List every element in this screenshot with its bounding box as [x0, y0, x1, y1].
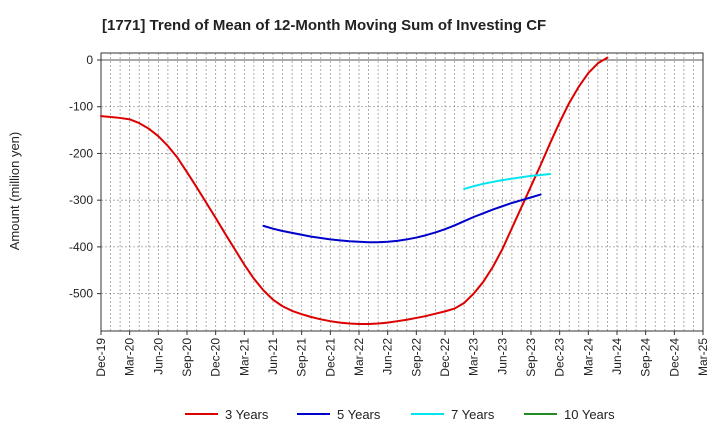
y-tick-label: 0 [86, 53, 93, 67]
y-axis-label: Amount (million yen) [7, 132, 22, 251]
x-tick-label: Dec-21 [323, 338, 337, 377]
x-tick-label: Mar-21 [237, 338, 251, 376]
x-tick-label: Mar-20 [123, 338, 137, 376]
series-layer [100, 56, 609, 325]
legend-label: 10 Years [564, 407, 615, 422]
y-tick-label: -500 [69, 287, 93, 301]
y-tick-label: -100 [69, 100, 93, 114]
x-tick-label: Dec-22 [438, 338, 452, 377]
x-tick-label: Mar-25 [696, 338, 710, 376]
grid-layer [101, 53, 703, 331]
x-tick-label: Dec-23 [553, 338, 567, 377]
x-tick-label: Dec-24 [667, 338, 681, 377]
plot-frame [100, 52, 704, 332]
series-line-5-years [262, 193, 542, 244]
legend-label: 5 Years [337, 407, 381, 422]
chart-title: [1771] Trend of Mean of 12-Month Moving … [102, 17, 546, 34]
legend: 3 Years 5 Years 7 Years 10 Years [185, 407, 615, 422]
series-line-3-years [100, 56, 609, 325]
legend-label: 7 Years [451, 407, 495, 422]
x-tick-label: Mar-24 [581, 338, 595, 376]
x-tick-label: Sep-22 [409, 338, 423, 377]
x-tick-label: Dec-19 [94, 338, 108, 377]
y-tick-label: -400 [69, 240, 93, 254]
x-tick-label: Sep-24 [639, 338, 653, 377]
legend-label: 3 Years [225, 407, 269, 422]
x-tick-label: Sep-21 [295, 338, 309, 377]
x-tick-label: Jun-20 [151, 338, 165, 375]
x-tick-label: Sep-23 [524, 338, 538, 377]
x-tick-label: Dec-20 [209, 338, 223, 377]
y-tick-label: -200 [69, 146, 93, 160]
x-tick-label: Mar-23 [467, 338, 481, 376]
x-tick-label: Jun-24 [610, 338, 624, 375]
y-tick-label: -300 [69, 193, 93, 207]
x-tick-label: Jun-22 [381, 338, 395, 375]
series-line-7-years [463, 173, 552, 190]
x-tick-label: Jun-21 [266, 338, 280, 375]
x-tick-label: Jun-23 [495, 338, 509, 375]
x-tick-label: Mar-22 [352, 338, 366, 376]
axis-layer: 0 -100 -200 -300 -400 -500 Dec-19 Mar-20 Jun-20 S… [69, 52, 710, 377]
x-tick-label: Sep-20 [180, 338, 194, 377]
